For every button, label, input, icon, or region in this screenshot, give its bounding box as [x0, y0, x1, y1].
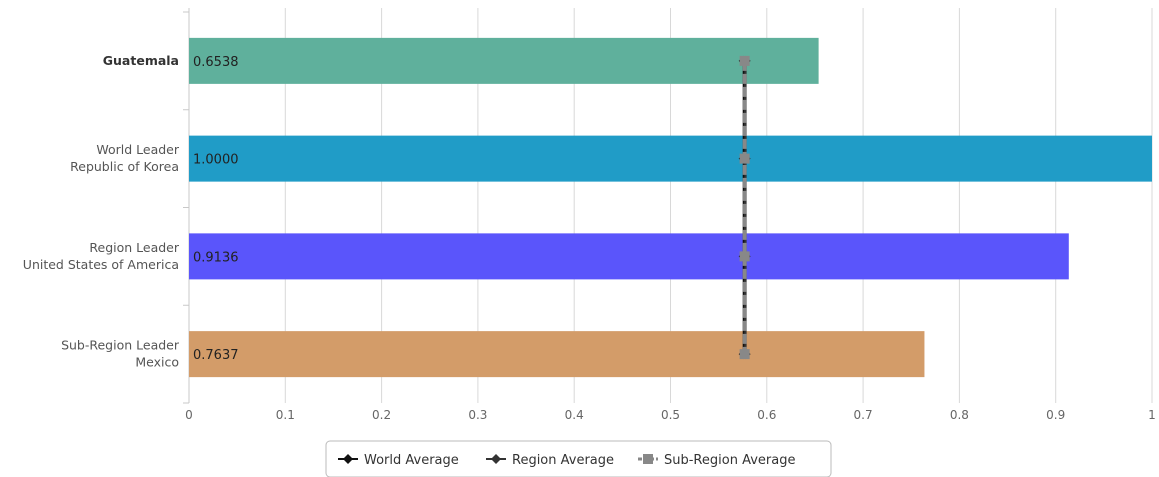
- bar-2[interactable]: [189, 233, 1069, 280]
- series-marker: [739, 349, 750, 360]
- legend-box: [325, 440, 832, 477]
- series-marker: [739, 153, 750, 164]
- x-tick-label: 1: [1148, 408, 1156, 422]
- legend-item-label: Sub-Region Average: [664, 453, 795, 468]
- data-label: 0.6538: [193, 55, 239, 70]
- data-label: 0.7637: [193, 348, 239, 363]
- series-marker: [739, 55, 750, 66]
- legend-item-label: World Average: [364, 453, 459, 468]
- category-label: World Leader: [96, 142, 180, 157]
- category-label: Region Leader: [89, 240, 179, 255]
- x-tick-label: 0.1: [276, 408, 295, 422]
- x-tick-label: 0.4: [565, 408, 584, 422]
- legend-marker: [643, 454, 653, 464]
- category-label: Republic of Korea: [70, 159, 179, 174]
- legend-item-label: Region Average: [512, 453, 614, 468]
- x-tick-label: 0.5: [661, 408, 680, 422]
- x-tick-label: 0.8: [950, 408, 969, 422]
- x-tick-label: 0.6: [757, 408, 776, 422]
- category-label: United States of America: [23, 257, 179, 272]
- data-label: 1.0000: [193, 153, 239, 168]
- category-label: Sub-Region Leader: [61, 338, 180, 353]
- x-tick-label: 0: [185, 408, 193, 422]
- data-label: 0.9136: [193, 250, 239, 265]
- category-label: Mexico: [135, 355, 179, 370]
- x-tick-label: 0.2: [372, 408, 391, 422]
- x-tick-label: 0.7: [854, 408, 873, 422]
- legend-marker: [343, 454, 353, 464]
- bar-3[interactable]: [189, 331, 925, 378]
- legend-marker: [491, 454, 501, 464]
- bar-1[interactable]: [189, 135, 1152, 182]
- bar-0[interactable]: [189, 37, 819, 84]
- category-label: Guatemala: [103, 53, 179, 68]
- series-marker: [739, 251, 750, 262]
- x-tick-label: 0.3: [468, 408, 487, 422]
- x-tick-label: 0.9: [1046, 408, 1065, 422]
